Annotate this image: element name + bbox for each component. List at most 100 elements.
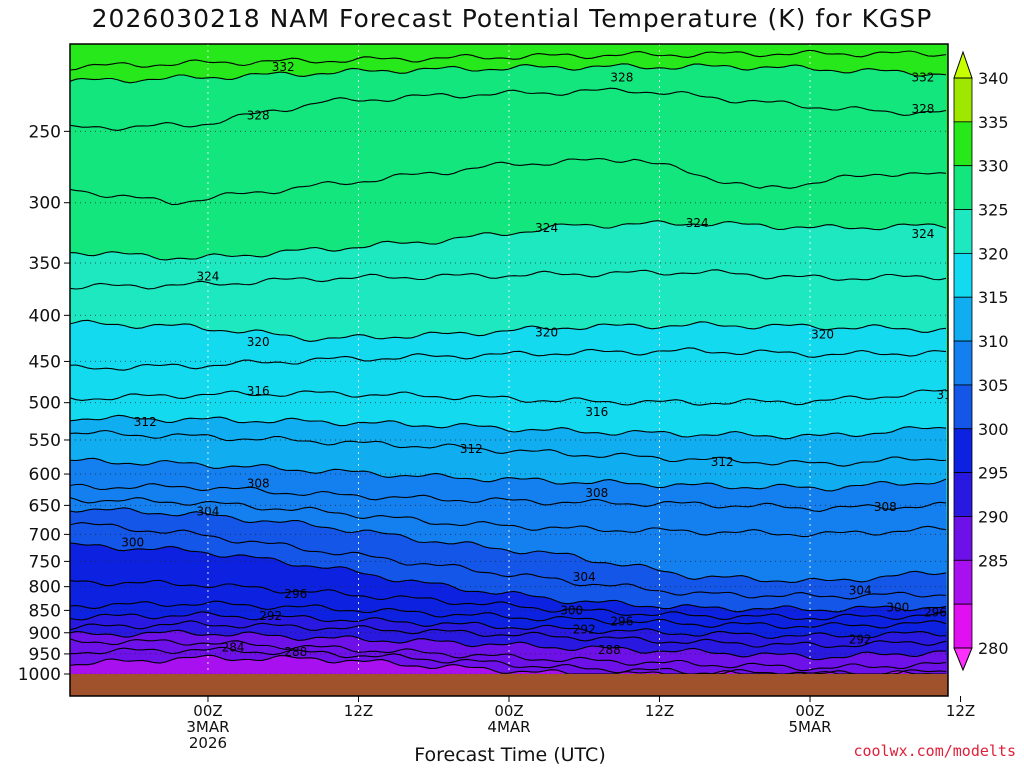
colorbar-label: 315	[978, 288, 1009, 307]
colorbar-band-295	[953, 428, 973, 474]
contour-label: 324	[535, 221, 558, 235]
contour-label: 308	[247, 477, 270, 491]
contour-line-310	[70, 457, 947, 492]
colorbar-label: 310	[978, 332, 1009, 351]
contour-label: 296	[610, 614, 633, 628]
contour-label: 316	[585, 405, 608, 419]
x-tick-label: 12Z	[344, 702, 373, 720]
contour-label: 292	[573, 623, 596, 637]
contour-line-324	[70, 220, 947, 261]
contour-label: 332	[911, 71, 934, 85]
y-tick-label: 900	[29, 624, 61, 644]
x-tick-label: 00Z	[795, 702, 824, 720]
y-tick-label: 250	[29, 122, 61, 142]
contour-label: 304	[573, 570, 596, 584]
contour-line-328	[70, 87, 947, 131]
contour-label: 296	[924, 606, 947, 620]
y-tick-label: 400	[29, 306, 61, 326]
contour-label: 296	[284, 587, 307, 601]
contour-label: 312	[711, 455, 734, 469]
colorbar-label: 290	[978, 507, 1009, 526]
x-tick-label: 12Z	[946, 702, 975, 720]
y-tick-label: 700	[29, 525, 61, 545]
contour-label: 308	[874, 500, 897, 514]
contour-line-330	[70, 63, 947, 84]
contour-label: 316	[247, 384, 270, 398]
contour-label: 304	[849, 584, 872, 598]
contour-line-298	[70, 579, 947, 621]
x-tick-label: 00Z	[494, 702, 523, 720]
y-tick-label: 300	[29, 194, 61, 214]
colorbar-label: 285	[978, 551, 1009, 570]
contour-label: 304	[197, 504, 220, 518]
colorbar-band-315	[953, 252, 973, 298]
contour-line-284	[70, 654, 946, 674]
contour-label: 288	[284, 645, 307, 659]
colorbar-label: 295	[978, 464, 1009, 483]
colorbar-band-305	[953, 340, 973, 386]
colorbar-arrow-bottom	[953, 647, 973, 672]
colorbar-label: 320	[978, 244, 1009, 263]
y-tick-label: 550	[29, 431, 61, 451]
contour-line-290	[70, 629, 947, 661]
colorbar-label: 305	[978, 376, 1009, 395]
contour-line-332	[70, 49, 947, 71]
contour-label: 312	[460, 442, 483, 456]
contour-label: 292	[849, 633, 872, 647]
colorbar-label: 330	[978, 157, 1009, 176]
colorbar-label: 340	[978, 69, 1009, 88]
y-tick-label: 950	[29, 645, 61, 665]
x-axis-title: Forecast Time (UTC)	[414, 744, 606, 766]
contour-line-308	[70, 483, 947, 512]
contour-label: 324	[911, 227, 934, 241]
contour-line-302	[70, 522, 947, 600]
colorbar-band-335	[953, 77, 973, 123]
contour-label: 316	[937, 388, 960, 402]
contour-line-288	[70, 638, 947, 672]
contour-label: 324	[197, 269, 220, 283]
colorbar-band-325	[953, 165, 973, 210]
colorbar-band-275	[953, 603, 973, 649]
y-tick-label: 600	[29, 465, 61, 485]
y-tick-label: 350	[29, 254, 61, 274]
colorbar-label: 335	[978, 113, 1009, 132]
contour-label: 328	[247, 108, 270, 122]
contour-label: 288	[598, 643, 621, 657]
contour-line-286	[70, 646, 947, 674]
contour-line-304	[70, 507, 947, 583]
x-tick-label: 00Z	[193, 702, 222, 720]
contour-label: 320	[811, 327, 834, 341]
colorbar-band-285	[953, 516, 973, 561]
x-tick-label: 12Z	[645, 702, 674, 720]
contour-line-320	[70, 319, 947, 342]
contour-label: 300	[886, 601, 909, 615]
colorbar-label: 280	[978, 639, 1009, 658]
contour-label: 332	[272, 60, 295, 74]
band-fill-284	[70, 655, 948, 674]
credit-link[interactable]: coolwx.com/modelts	[853, 742, 1016, 760]
contour-label: 328	[610, 71, 633, 85]
contour-label: 300	[560, 603, 583, 617]
contour-line-300	[70, 542, 947, 613]
contour-line-326	[70, 157, 947, 206]
colorbar-band-330	[953, 121, 973, 167]
contour-line-318	[70, 347, 947, 371]
x-tick-label: 4MAR	[487, 718, 530, 736]
colorbar-band-320	[953, 209, 973, 254]
colorbar-band-300	[953, 384, 973, 430]
colorbar-band-310	[953, 296, 973, 342]
contour-label: 320	[247, 335, 270, 349]
colorbar-label: 300	[978, 420, 1009, 439]
y-tick-label: 450	[29, 352, 61, 372]
y-tick-label: 500	[29, 394, 61, 414]
y-tick-label: 850	[29, 601, 61, 621]
colorbar-band-290	[953, 472, 973, 517]
y-tick-label: 1000	[18, 665, 61, 685]
contour-line-294	[70, 611, 947, 639]
y-tick-label: 750	[29, 552, 61, 572]
contour-line-292	[70, 620, 947, 648]
y-tick-label: 650	[29, 496, 61, 516]
colorbar-arrow-top	[953, 50, 973, 79]
